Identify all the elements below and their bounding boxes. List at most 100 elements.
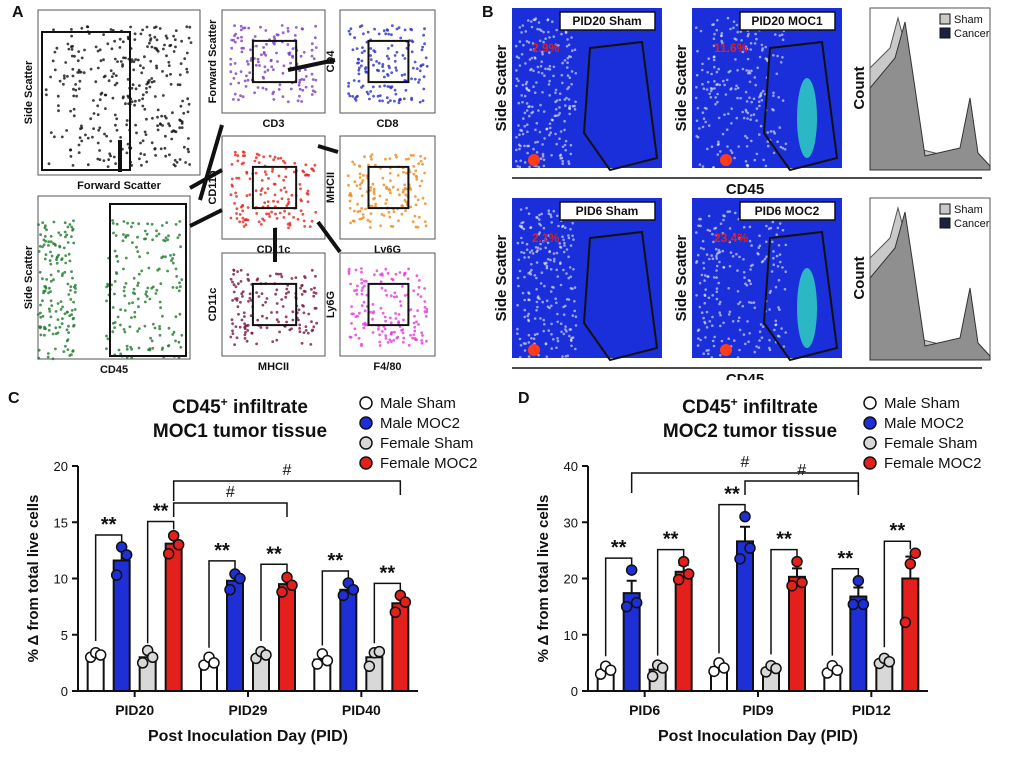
event-dot — [166, 238, 170, 242]
event-dot — [389, 99, 392, 102]
density-dot — [571, 314, 575, 317]
event-dot — [272, 98, 276, 101]
density-dot — [573, 108, 577, 111]
density-dot — [749, 48, 752, 51]
event-dot — [99, 92, 103, 96]
density-dot — [733, 233, 736, 236]
density-dot — [545, 127, 548, 131]
event-dot — [111, 306, 115, 309]
density-dot — [555, 251, 559, 255]
event-dot — [232, 290, 236, 294]
event-dot — [105, 285, 108, 289]
density-dot — [551, 285, 554, 289]
event-dot — [387, 210, 391, 214]
event-dot — [246, 62, 250, 66]
event-dot — [360, 64, 363, 68]
event-dot — [125, 347, 129, 351]
event-dot — [261, 75, 265, 79]
event-dot — [98, 98, 102, 102]
event-dot — [279, 188, 283, 192]
event-dot — [177, 340, 181, 344]
density-dot — [715, 276, 718, 279]
event-dot — [178, 158, 182, 161]
density-dot — [720, 339, 724, 343]
event-dot — [304, 68, 307, 71]
density-dot — [744, 90, 748, 94]
event-dot — [54, 310, 58, 313]
event-dot — [418, 184, 422, 188]
density-dot — [716, 100, 719, 104]
event-dot — [290, 327, 293, 331]
event-dot — [96, 49, 100, 53]
event-dot — [137, 222, 141, 226]
density-dot — [542, 158, 546, 162]
event-dot — [150, 77, 154, 80]
gating-xlabel: F4/80 — [373, 361, 401, 373]
event-dot — [105, 334, 108, 338]
event-dot — [246, 273, 250, 277]
density-dot — [536, 246, 540, 250]
density-dot — [744, 108, 748, 112]
event-dot — [143, 153, 146, 157]
data-point — [311, 658, 324, 670]
event-dot — [49, 131, 53, 135]
event-dot — [417, 323, 420, 326]
event-dot — [50, 304, 54, 307]
event-dot — [70, 34, 73, 38]
data-point — [167, 530, 180, 542]
density-dot — [538, 222, 541, 226]
density-dot — [574, 324, 578, 327]
density-dot — [712, 23, 715, 26]
density-dot — [715, 264, 719, 268]
density-dot — [541, 50, 544, 54]
event-dot — [64, 261, 68, 265]
event-dot — [111, 96, 115, 100]
legend-marker — [359, 396, 373, 410]
density-dot — [750, 301, 753, 305]
event-dot — [313, 36, 317, 40]
density-dot — [541, 143, 544, 146]
density-dot — [722, 79, 725, 83]
density-dot — [573, 286, 577, 289]
density-ylabel: Side Scatter — [673, 234, 690, 321]
event-dot — [410, 98, 413, 101]
event-dot — [70, 270, 73, 273]
data-point — [739, 510, 751, 523]
event-dot — [253, 91, 256, 95]
data-point — [883, 656, 896, 668]
event-dot — [240, 35, 243, 39]
event-dot — [126, 94, 130, 98]
event-dot — [416, 198, 420, 202]
event-dot — [276, 60, 279, 63]
event-dot — [130, 356, 134, 360]
density-dot — [526, 144, 529, 148]
density-dot — [716, 153, 720, 156]
density-dot — [543, 322, 546, 326]
density-dot — [702, 267, 706, 270]
event-dot — [236, 154, 240, 158]
significance-stars: ** — [328, 550, 344, 572]
density-dot — [563, 98, 567, 101]
event-dot — [238, 213, 242, 216]
bar-female-moc2 — [901, 577, 920, 692]
density-dot — [776, 226, 780, 230]
event-dot — [163, 239, 167, 243]
event-dot — [166, 269, 170, 273]
event-dot — [243, 327, 247, 330]
event-dot — [235, 207, 239, 211]
density-dot — [516, 303, 519, 307]
event-dot — [280, 298, 284, 301]
event-dot — [114, 162, 117, 166]
event-dot — [358, 176, 362, 179]
event-dot — [139, 152, 143, 156]
density-dot — [517, 284, 520, 288]
event-dot — [257, 161, 261, 165]
density-dot — [733, 156, 736, 160]
density-dot — [540, 212, 543, 216]
event-dot — [103, 132, 106, 136]
event-dot — [230, 163, 234, 166]
density-dot — [729, 251, 733, 254]
event-dot — [145, 160, 149, 164]
event-dot — [384, 289, 387, 292]
